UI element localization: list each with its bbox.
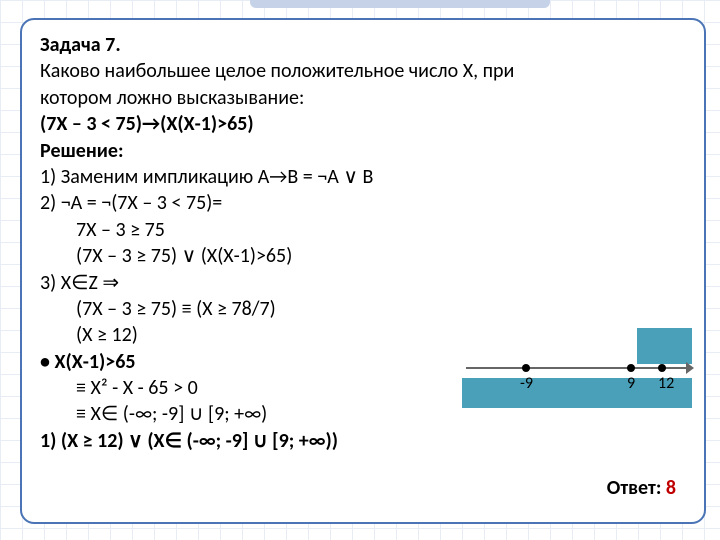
content-panel: Задача 7. Каково наибольшее целое положи… xyxy=(20,18,706,524)
axis-point xyxy=(522,364,530,372)
number-line-diagram: -9 9 12 xyxy=(462,328,692,414)
problem-line-2: котором ложно высказывание: xyxy=(40,85,686,111)
answer: Ответ: 8 xyxy=(607,476,676,500)
step-3b: (7Х – 3 ≥ 75) ≡ (Х ≥ 78/7) xyxy=(40,296,686,322)
axis-label: 9 xyxy=(627,374,635,393)
axis-label: -9 xyxy=(520,374,533,393)
interval-bar-upper xyxy=(637,328,692,364)
answer-value: 8 xyxy=(666,476,676,500)
axis-arrow-icon xyxy=(686,362,694,374)
top-accent xyxy=(250,0,550,8)
step-1: 1) Заменим импликацию А→В = ¬А ∨ В xyxy=(40,164,686,190)
solution-title: Решение: xyxy=(40,138,686,164)
step-2c: (7Х – 3 ≥ 75) ∨ (Х(Х-1)>65) xyxy=(40,243,686,269)
axis-label: 12 xyxy=(658,374,674,393)
answer-label: Ответ: xyxy=(607,476,666,500)
axis-point xyxy=(658,364,666,372)
step-2: 2) ¬А = ¬(7Х – 3 < 75)= xyxy=(40,190,686,216)
step-3: 3) Х∈Z ⇒ xyxy=(40,270,686,296)
task-title: Задача 7. xyxy=(40,32,686,58)
problem-line-1: Каково наибольшее целое положительное чи… xyxy=(40,58,686,84)
step-5: 1) (Х ≥ 12) ∨ (Х∈ (-∞; -9] ∪ [9; +∞)) xyxy=(40,428,686,454)
problem-expression: (7Х – 3 < 75)→(Х(Х-1)>65) xyxy=(40,111,686,137)
axis-line xyxy=(466,367,688,369)
step-2b: 7Х – 3 ≥ 75 xyxy=(40,217,686,243)
axis-point xyxy=(627,364,635,372)
